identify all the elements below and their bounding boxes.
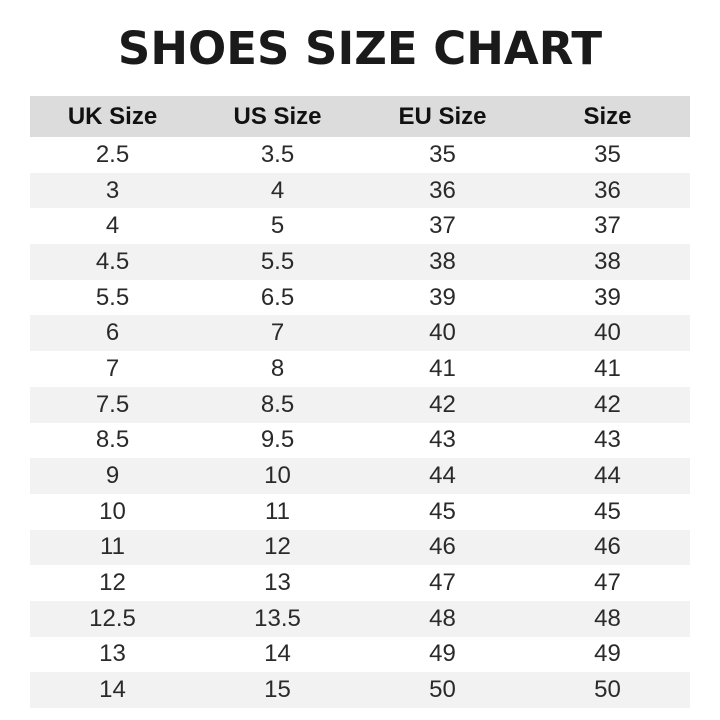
table-row: 11 12 46 46	[30, 529, 690, 566]
uk-size-cell: 7	[105, 354, 120, 382]
header-us-size: US Size	[195, 96, 360, 137]
us-size-cell: 5	[270, 212, 285, 240]
eu-size-cell: 48	[360, 600, 525, 637]
uk-size-cell: 14	[30, 672, 195, 708]
table-row: 10 11 45 45	[30, 494, 690, 530]
uk-size-cell: 7.5	[30, 386, 195, 423]
size-cell: 47	[594, 569, 621, 597]
us-size-cell: 5.5	[195, 244, 360, 280]
uk-size-cell: 9	[30, 458, 195, 494]
eu-size-cell: 44	[360, 458, 525, 494]
uk-size-cell: 2.5	[95, 140, 130, 168]
uk-size-cell: 6	[30, 315, 195, 352]
size-cell: 43	[594, 426, 621, 454]
table-row: 7 8 41 41	[30, 351, 690, 387]
us-size-cell: 13	[264, 569, 291, 597]
table-row: 12 13 47 47	[30, 565, 690, 601]
eu-size-cell: 50	[360, 672, 525, 708]
eu-size-cell: 38	[360, 244, 525, 280]
size-cell: 45	[594, 497, 621, 525]
uk-size-cell: 8.5	[95, 426, 130, 454]
eu-size-cell: 39	[429, 283, 456, 311]
us-size-cell: 13.5	[195, 600, 360, 637]
header-size: Size	[525, 96, 690, 137]
eu-size-cell: 42	[360, 386, 525, 423]
eu-size-cell: 40	[360, 315, 525, 352]
uk-size-cell: 10	[99, 497, 126, 525]
uk-size-cell: 12.5	[30, 600, 195, 637]
size-cell: 38	[525, 244, 690, 280]
uk-size-cell: 12	[99, 569, 126, 597]
size-chart-table: UK Size US Size EU Size Size 2.5 3.5 35 35 3…	[30, 96, 690, 708]
eu-size-cell: 45	[429, 497, 456, 525]
uk-size-cell: 4.5	[30, 244, 195, 280]
table-row: 14 15 50 50	[30, 672, 690, 708]
eu-size-cell: 46	[360, 529, 525, 566]
size-cell: 41	[594, 354, 621, 382]
size-cell: 37	[594, 212, 621, 240]
us-size-cell: 8.5	[195, 386, 360, 423]
header-row: UK Size US Size EU Size Size	[30, 96, 690, 137]
table-row: 6 7 40 40	[30, 315, 690, 352]
eu-size-cell: 41	[429, 354, 456, 382]
table-row: 7.5 8.5 42 42	[30, 386, 690, 423]
uk-size-cell: 11	[30, 529, 195, 566]
us-size-cell: 11	[265, 497, 290, 525]
us-size-cell: 6.5	[260, 283, 295, 311]
us-size-cell: 4	[195, 172, 360, 209]
uk-size-cell: 4	[105, 212, 120, 240]
size-cell: 44	[525, 458, 690, 494]
header-uk-size: UK Size	[30, 96, 195, 137]
uk-size-cell: 13	[99, 640, 126, 668]
us-size-cell: 14	[264, 640, 291, 668]
size-cell: 39	[594, 283, 621, 311]
table-row: 4.5 5.5 38 38	[30, 244, 690, 280]
table-row: 9 10 44 44	[30, 458, 690, 494]
table-row: 2.5 3.5 35 35	[30, 137, 690, 173]
eu-size-cell: 47	[429, 569, 456, 597]
eu-size-cell: 37	[429, 212, 456, 240]
page-title: SHOES SIZE CHART	[117, 22, 603, 75]
table-row: 8.5 9.5 43 43	[30, 423, 690, 459]
size-cell: 50	[525, 672, 690, 708]
us-size-cell: 7	[195, 315, 360, 352]
size-cell: 49	[594, 640, 621, 668]
size-cell: 40	[525, 315, 690, 352]
size-cell: 35	[594, 140, 621, 168]
us-size-cell: 9.5	[260, 426, 295, 454]
table-row: 4 5 37 37	[30, 208, 690, 244]
uk-size-cell: 5.5	[95, 283, 130, 311]
size-cell: 46	[525, 529, 690, 566]
table-row: 5.5 6.5 39 39	[30, 280, 690, 316]
table-row: 12.5 13.5 48 48	[30, 600, 690, 637]
eu-size-cell: 35	[429, 140, 456, 168]
header-eu-size: EU Size	[360, 96, 525, 137]
size-cell: 48	[525, 600, 690, 637]
table-row: 3 4 36 36	[30, 172, 690, 209]
us-size-cell: 15	[195, 672, 360, 708]
eu-size-cell: 36	[360, 172, 525, 209]
size-cell: 42	[525, 386, 690, 423]
eu-size-cell: 49	[429, 640, 456, 668]
table-row: 13 14 49 49	[30, 637, 690, 673]
us-size-cell: 12	[195, 529, 360, 566]
us-size-cell: 10	[195, 458, 360, 494]
us-size-cell: 3.5	[260, 140, 295, 168]
size-cell: 36	[525, 172, 690, 209]
eu-size-cell: 43	[429, 426, 456, 454]
uk-size-cell: 3	[30, 172, 195, 209]
us-size-cell: 8	[270, 354, 285, 382]
